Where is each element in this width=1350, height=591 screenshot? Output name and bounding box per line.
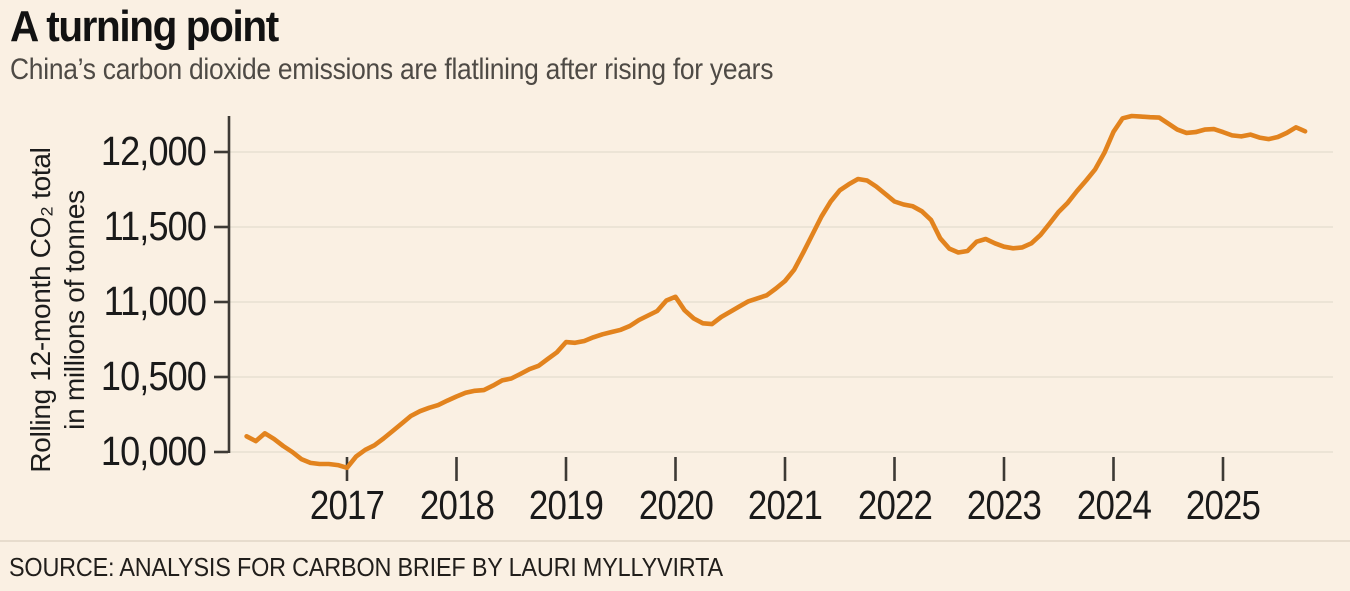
y-tick-label-11000: 11,000 [103,278,207,324]
x-tick-label-2024: 2024 [1076,482,1151,528]
x-tick-label-2017: 2017 [309,482,385,528]
y-tick-label-12000: 12,000 [100,128,207,174]
x-tick-label-2019: 2019 [528,482,604,528]
page-title: A turning point [10,2,279,51]
x-tick-label-2020: 2020 [638,482,713,528]
source-note: SOURCE: ANALYSIS FOR CARBON BRIEF BY LAU… [9,552,723,582]
x-tick-label-2025: 2025 [1185,482,1261,528]
emissions-line [244,113,1308,471]
y-tick-label-10500: 10,500 [100,353,207,399]
x-tick-label-2018: 2018 [419,482,494,528]
y-tick-label-10000: 10,000 [100,428,207,474]
x-tick-label-2022: 2022 [857,482,932,528]
x-tick-label-2021: 2021 [747,482,823,528]
y-tick-label-11500: 11,500 [103,203,207,249]
page-subtitle: China’s carbon dioxide emissions are fla… [10,53,774,86]
footer-divider [0,540,1350,542]
x-tick-label-2023: 2023 [966,482,1042,528]
